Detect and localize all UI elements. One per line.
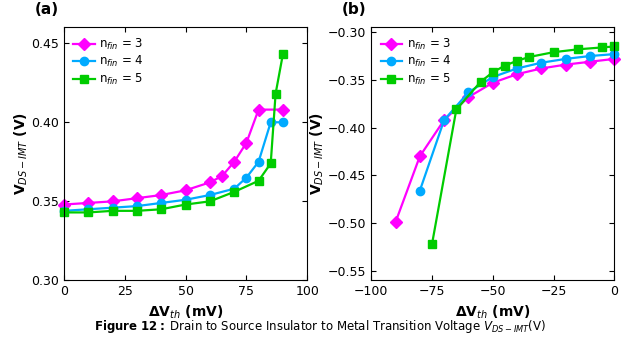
n$_{fin}$ = 5 [574, 47, 582, 51]
n$_{fin}$ = 3 [489, 81, 497, 85]
n$_{fin}$ = 5 [501, 64, 509, 68]
X-axis label: ΔV$_{th}$ (mV): ΔV$_{th}$ (mV) [455, 304, 531, 321]
n$_{fin}$ = 5 [550, 50, 557, 54]
Line: n$_{fin}$ = 4: n$_{fin}$ = 4 [415, 50, 619, 195]
n$_{fin}$ = 4 [182, 198, 189, 202]
n$_{fin}$ = 5 [84, 210, 92, 214]
n$_{fin}$ = 4 [255, 160, 262, 164]
n$_{fin}$ = 5 [513, 59, 521, 63]
n$_{fin}$ = 3 [157, 193, 165, 197]
n$_{fin}$ = 4 [133, 204, 141, 208]
n$_{fin}$ = 3 [513, 72, 521, 76]
n$_{fin}$ = 3 [562, 63, 570, 67]
n$_{fin}$ = 4 [416, 189, 424, 193]
n$_{fin}$ = 4 [440, 118, 448, 122]
n$_{fin}$ = 3 [465, 95, 472, 99]
n$_{fin}$ = 5 [182, 202, 189, 207]
n$_{fin}$ = 4 [611, 52, 618, 56]
n$_{fin}$ = 4 [562, 57, 570, 61]
n$_{fin}$ = 3 [109, 199, 116, 203]
n$_{fin}$ = 4 [267, 120, 275, 124]
n$_{fin}$ = 4 [243, 175, 250, 180]
n$_{fin}$ = 5 [598, 45, 606, 50]
Y-axis label: V$_{DS-IMT}$ (V): V$_{DS-IMT}$ (V) [12, 113, 30, 195]
n$_{fin}$ = 5 [272, 92, 280, 96]
Text: $\bf{Figure\ 12:}$ Drain to Source Insulator to Metal Transition Voltage $\it{V}: $\bf{Figure\ 12:}$ Drain to Source Insul… [94, 318, 546, 335]
n$_{fin}$ = 5 [267, 161, 275, 166]
n$_{fin}$ = 5 [489, 70, 497, 74]
Legend: n$_{fin}$ = 3, n$_{fin}$ = 4, n$_{fin}$ = 5: n$_{fin}$ = 3, n$_{fin}$ = 4, n$_{fin}$ … [70, 33, 147, 90]
n$_{fin}$ = 3 [279, 108, 287, 112]
n$_{fin}$ = 4 [279, 120, 287, 124]
Y-axis label: V$_{DS-IMT}$ (V): V$_{DS-IMT}$ (V) [309, 113, 326, 195]
n$_{fin}$ = 5 [477, 80, 484, 84]
n$_{fin}$ = 3 [392, 220, 399, 224]
Line: n$_{fin}$ = 3: n$_{fin}$ = 3 [391, 55, 619, 226]
n$_{fin}$ = 3 [60, 202, 68, 207]
n$_{fin}$ = 4 [538, 61, 545, 65]
n$_{fin}$ = 3 [230, 160, 238, 164]
n$_{fin}$ = 5 [133, 209, 141, 213]
n$_{fin}$ = 4 [513, 66, 521, 70]
Text: (a): (a) [35, 2, 59, 17]
Text: (b): (b) [342, 2, 367, 17]
Line: n$_{fin}$ = 4: n$_{fin}$ = 4 [60, 118, 287, 215]
n$_{fin}$ = 3 [611, 57, 618, 61]
Line: n$_{fin}$ = 5: n$_{fin}$ = 5 [60, 50, 287, 216]
n$_{fin}$ = 3 [218, 174, 226, 178]
n$_{fin}$ = 4 [109, 206, 116, 210]
n$_{fin}$ = 4 [586, 54, 594, 58]
n$_{fin}$ = 3 [255, 108, 262, 112]
n$_{fin}$ = 5 [255, 179, 262, 183]
n$_{fin}$ = 4 [230, 187, 238, 191]
n$_{fin}$ = 5 [279, 52, 287, 56]
n$_{fin}$ = 5 [60, 210, 68, 214]
Legend: n$_{fin}$ = 3, n$_{fin}$ = 4, n$_{fin}$ = 5: n$_{fin}$ = 3, n$_{fin}$ = 4, n$_{fin}$ … [377, 33, 454, 90]
n$_{fin}$ = 3 [440, 118, 448, 122]
n$_{fin}$ = 4 [489, 75, 497, 79]
Line: n$_{fin}$ = 5: n$_{fin}$ = 5 [428, 42, 619, 248]
n$_{fin}$ = 5 [109, 209, 116, 213]
n$_{fin}$ = 3 [206, 180, 214, 184]
n$_{fin}$ = 5 [611, 44, 618, 49]
X-axis label: ΔV$_{th}$ (mV): ΔV$_{th}$ (mV) [148, 304, 223, 321]
n$_{fin}$ = 5 [230, 190, 238, 194]
n$_{fin}$ = 5 [206, 199, 214, 203]
n$_{fin}$ = 3 [182, 188, 189, 192]
n$_{fin}$ = 3 [243, 141, 250, 145]
Line: n$_{fin}$ = 3: n$_{fin}$ = 3 [60, 105, 287, 209]
n$_{fin}$ = 4 [206, 193, 214, 197]
n$_{fin}$ = 3 [586, 60, 594, 64]
n$_{fin}$ = 4 [157, 201, 165, 205]
n$_{fin}$ = 5 [157, 207, 165, 211]
n$_{fin}$ = 5 [452, 107, 460, 111]
n$_{fin}$ = 3 [133, 196, 141, 200]
n$_{fin}$ = 3 [416, 154, 424, 158]
n$_{fin}$ = 3 [84, 201, 92, 205]
n$_{fin}$ = 4 [465, 90, 472, 94]
n$_{fin}$ = 4 [60, 209, 68, 213]
n$_{fin}$ = 4 [84, 207, 92, 211]
n$_{fin}$ = 5 [525, 55, 533, 59]
n$_{fin}$ = 3 [538, 66, 545, 70]
n$_{fin}$ = 5 [428, 242, 436, 246]
